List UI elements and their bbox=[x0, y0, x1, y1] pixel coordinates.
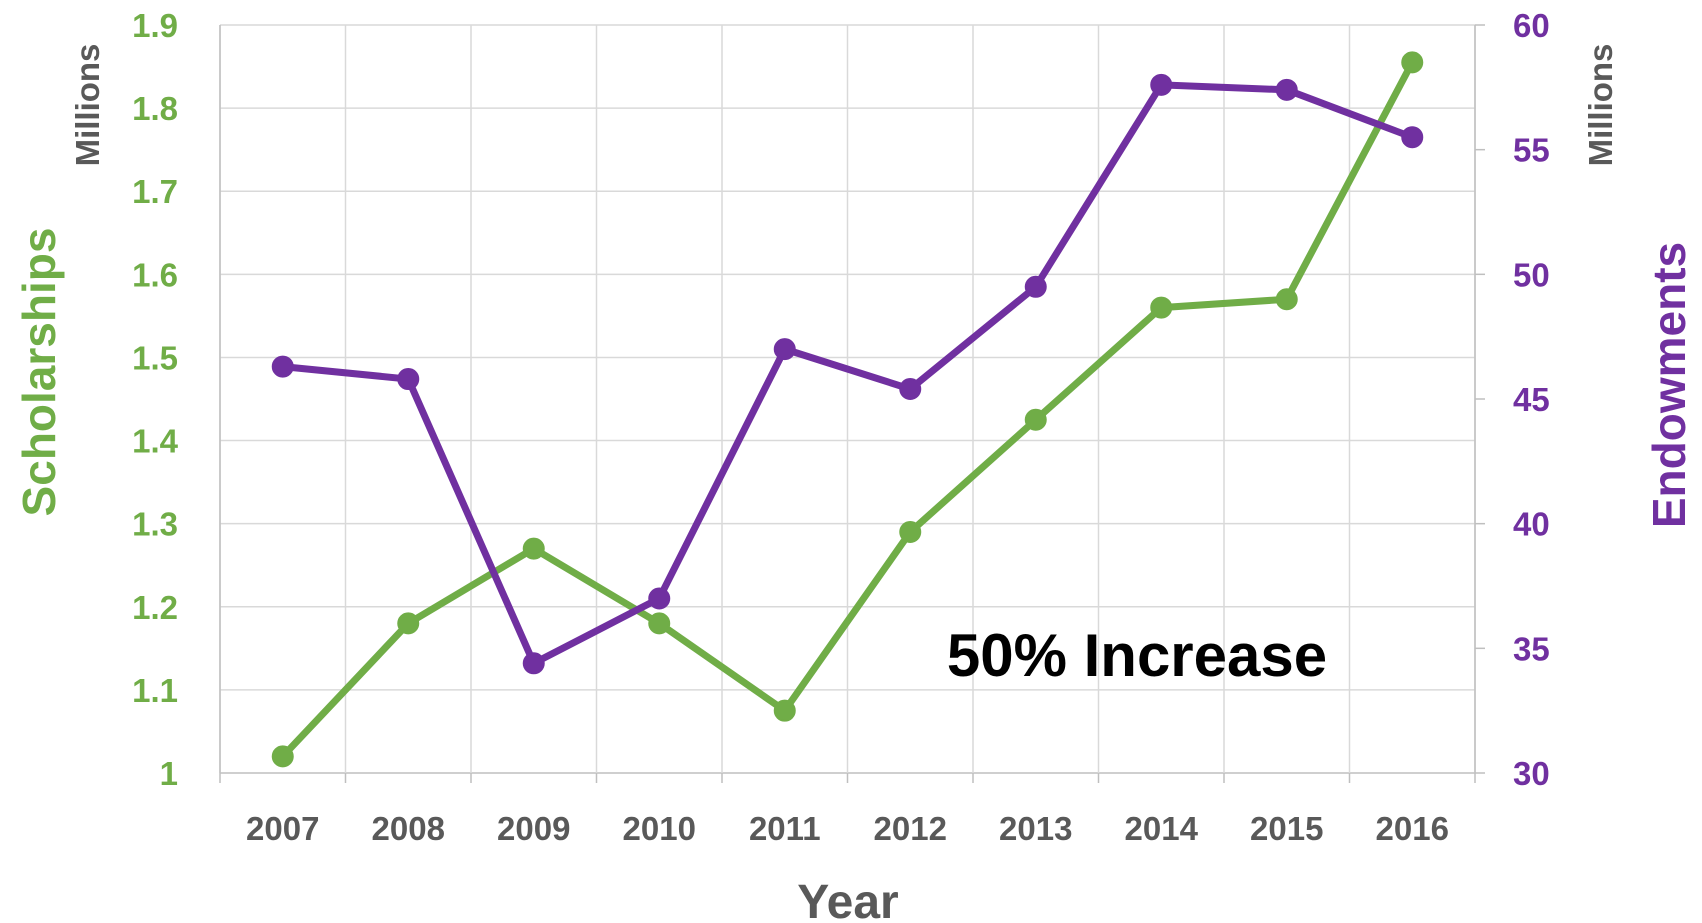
scholarships-point bbox=[1275, 288, 1298, 311]
x-tick-label: 2009 bbox=[497, 810, 570, 847]
left-tick-label: 1 bbox=[160, 755, 178, 792]
left-tick-label: 1.7 bbox=[132, 173, 178, 210]
right-tick-label: 60 bbox=[1513, 7, 1550, 44]
left-tick-label: 1.8 bbox=[132, 90, 178, 127]
endowments-point bbox=[271, 355, 294, 378]
endowments-point bbox=[648, 587, 671, 610]
scholarships-point bbox=[899, 520, 922, 543]
endowments-point bbox=[1150, 73, 1173, 96]
series-lines bbox=[271, 51, 1424, 768]
scholarships-point bbox=[1024, 408, 1047, 431]
axes: 1 1.1 1.2 1.3 1.4 1.5 1.6 1.7 1.8 1.9 30 35 40 45 50 55… bbox=[132, 7, 1550, 847]
left-axis-title: Scholarships bbox=[13, 228, 65, 517]
x-axis-title: Year bbox=[797, 876, 898, 923]
left-tick-label: 1.4 bbox=[132, 423, 179, 460]
endowments-point bbox=[1275, 78, 1298, 101]
left-unit-label: Millions bbox=[69, 44, 106, 167]
right-tick-label: 45 bbox=[1513, 381, 1550, 418]
left-tick-label: 1.6 bbox=[132, 256, 178, 293]
right-tick-label: 55 bbox=[1513, 132, 1550, 169]
scholarships-point bbox=[1401, 51, 1424, 74]
scholarships-point bbox=[397, 612, 420, 635]
left-tick-label: 1.1 bbox=[132, 672, 178, 709]
endowments-line bbox=[279, 81, 1416, 667]
scholarships-point bbox=[522, 537, 545, 560]
right-tick-label: 50 bbox=[1513, 256, 1550, 293]
right-unit-label: Millions bbox=[1582, 44, 1619, 167]
right-axis-title: Endowments bbox=[1643, 242, 1695, 528]
x-tick-label: 2014 bbox=[1125, 810, 1199, 847]
endowments-point bbox=[522, 652, 545, 675]
x-tick-label: 2010 bbox=[623, 810, 696, 847]
right-tick-label: 40 bbox=[1513, 506, 1550, 543]
right-tick-label: 30 bbox=[1513, 755, 1550, 792]
endowments-point bbox=[899, 378, 922, 401]
scholarships-line bbox=[279, 58, 1416, 760]
x-tick-label: 2013 bbox=[999, 810, 1072, 847]
left-tick-label: 1.3 bbox=[132, 506, 178, 543]
endowments-point bbox=[1401, 126, 1424, 149]
x-tick-label: 2015 bbox=[1250, 810, 1323, 847]
endowments-point bbox=[1024, 275, 1047, 298]
right-tick-label: 35 bbox=[1513, 630, 1550, 667]
endowments-point bbox=[773, 338, 796, 361]
x-tick-label: 2007 bbox=[246, 810, 319, 847]
left-tick-label: 1.5 bbox=[132, 339, 178, 376]
scholarships-point bbox=[773, 699, 796, 722]
scholarships-point bbox=[271, 745, 294, 768]
left-tick-label: 1.2 bbox=[132, 589, 178, 626]
endowments-point bbox=[397, 368, 420, 391]
x-tick-label: 2012 bbox=[874, 810, 947, 847]
scholarships-point bbox=[1150, 296, 1173, 319]
x-tick-label: 2008 bbox=[372, 810, 445, 847]
annotation-text: 50% Increase bbox=[947, 622, 1327, 689]
left-tick-label: 1.9 bbox=[132, 7, 178, 44]
scholarships-point bbox=[648, 612, 671, 635]
x-tick-label: 2016 bbox=[1376, 810, 1449, 847]
x-tick-label: 2011 bbox=[749, 810, 821, 847]
